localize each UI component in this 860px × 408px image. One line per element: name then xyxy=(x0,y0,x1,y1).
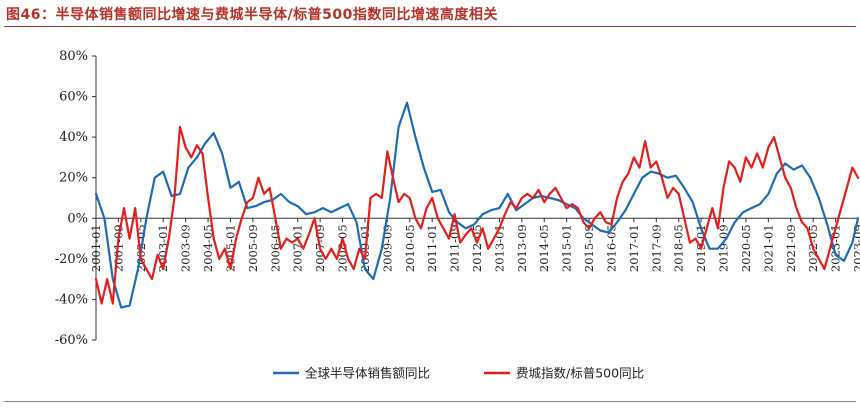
legend-label-sox-sp500: 费城指数/标普500同比 xyxy=(516,366,644,381)
bottom-rule xyxy=(4,401,856,402)
x-tick-label: 2005-09 xyxy=(246,224,260,272)
x-tick-label: 2007-01 xyxy=(291,224,305,272)
axes-group xyxy=(95,56,858,340)
y-tick-label: 60% xyxy=(59,90,88,105)
x-tick-label: 2021-09 xyxy=(784,224,798,272)
x-tick-label: 2016-05 xyxy=(604,224,618,272)
x-tick-label: 2001-01 xyxy=(89,224,103,272)
series-line-sox-sp500 xyxy=(94,125,860,305)
x-tick-label: 2021-01 xyxy=(761,224,775,272)
x-tick-label: 2010-05 xyxy=(403,224,417,272)
x-tick-label: 2023-09 xyxy=(851,224,860,272)
x-tick-label: 2014-05 xyxy=(537,224,551,272)
y-tick-label: 0% xyxy=(67,211,88,226)
series-line-semiconductor-sales xyxy=(94,101,860,309)
x-tick-label: 2017-01 xyxy=(627,224,641,272)
x-tick-label: 2020-05 xyxy=(739,224,753,272)
x-tick-label: 2004-05 xyxy=(201,224,215,272)
x-tick-label: 2003-09 xyxy=(179,224,193,272)
chart-title: 图46：半导体销售额同比增速与费城半导体/标普500指数同比增速高度相关 xyxy=(6,7,498,23)
legend: 全球半导体销售额同比 费城指数/标普500同比 xyxy=(273,366,644,381)
series-lines-group xyxy=(94,101,860,309)
x-tick-label: 2018-05 xyxy=(672,224,686,272)
legend-label-semiconductor-sales: 全球半导体销售额同比 xyxy=(305,366,430,381)
x-tick-label: 2008-05 xyxy=(336,224,350,272)
x-ticks-group: 2001-01 2001-09 2002-05 2003-01 2003-09 2004-… xyxy=(89,218,860,272)
y-tick-label: 40% xyxy=(59,130,88,145)
x-tick-label: 2013-09 xyxy=(515,224,529,272)
y-tick-label: 20% xyxy=(59,171,88,186)
x-tick-label: 2013-01 xyxy=(492,224,506,272)
y-ticks-group: 80% 60% 40% 20% 0% -20% -40% -60% xyxy=(55,49,96,348)
x-tick-label: 2015-09 xyxy=(582,224,596,272)
x-tick-label: 2011-01 xyxy=(425,224,439,272)
x-tick-label: 2023-01 xyxy=(829,224,843,272)
title-underline xyxy=(4,26,856,27)
x-tick-label: 2017-09 xyxy=(649,224,663,272)
y-tick-label: -40% xyxy=(55,292,88,307)
y-tick-label: -20% xyxy=(55,252,88,267)
y-tick-label: -60% xyxy=(55,333,88,348)
y-tick-label: 80% xyxy=(59,49,88,64)
x-tick-label: 2015-01 xyxy=(560,224,574,272)
